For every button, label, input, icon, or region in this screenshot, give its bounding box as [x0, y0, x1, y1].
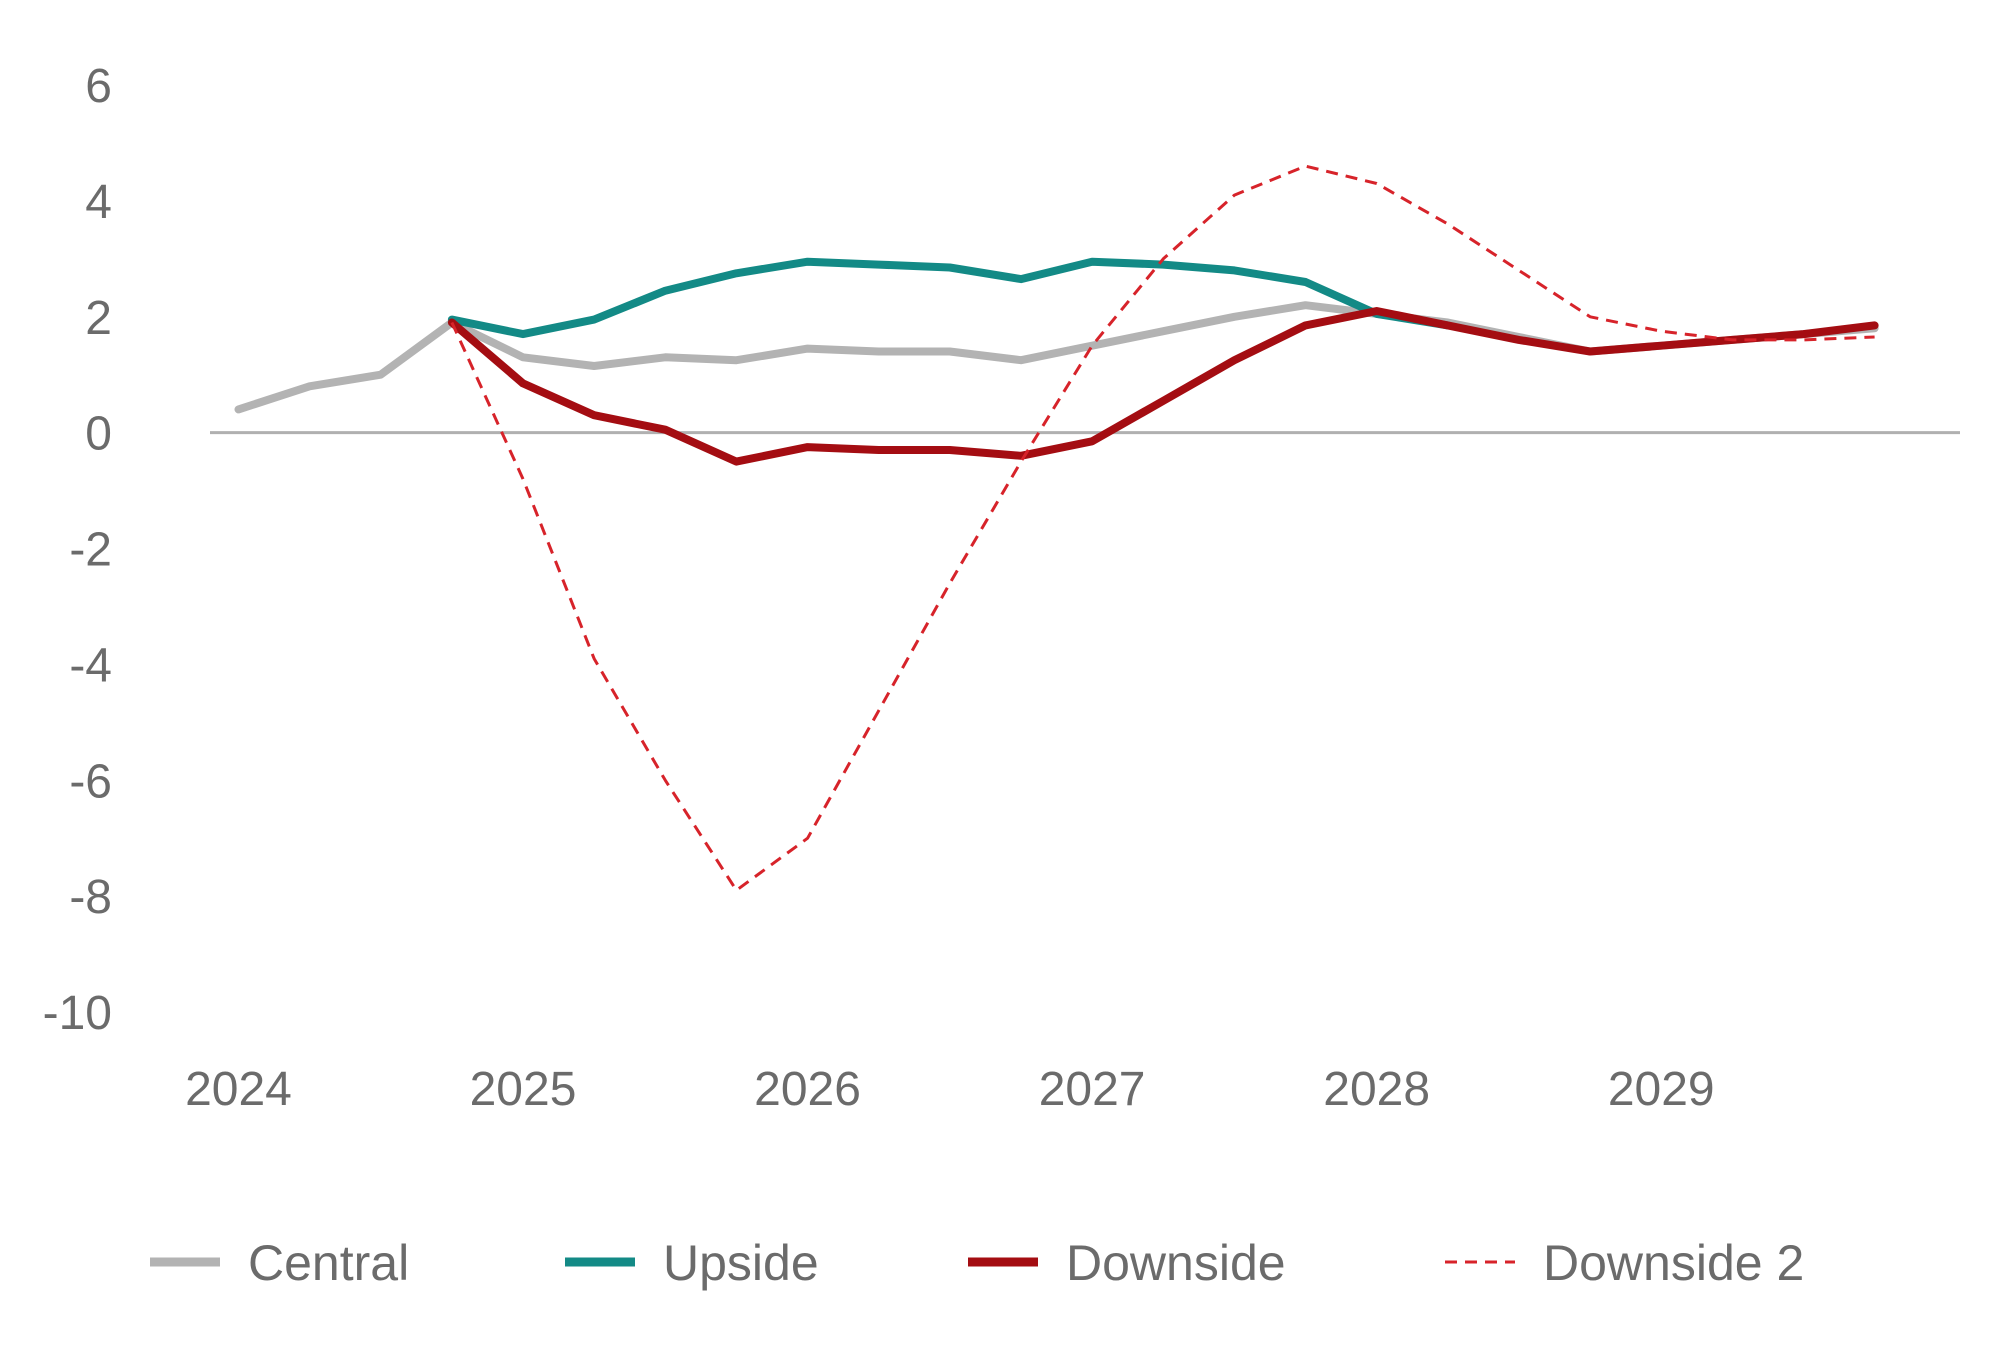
- y-tick-label: -8: [69, 871, 112, 924]
- y-tick-label: -10: [43, 987, 112, 1040]
- x-axis-ticks: 2024 2025 2026 2027 2028 2029: [185, 1063, 1715, 1116]
- x-tick-label: 2027: [1039, 1063, 1146, 1116]
- legend: Central Upside Downside Downside 2: [150, 1235, 1804, 1291]
- y-tick-label: -2: [69, 524, 112, 577]
- series-line-downside-2: [450, 164, 1875, 892]
- y-tick-label: -6: [69, 755, 112, 808]
- legend-label-central: Central: [248, 1235, 409, 1291]
- series-lines: [234, 164, 1879, 892]
- series-line-upside: [447, 257, 1452, 339]
- series-line-downside: [447, 307, 1879, 466]
- legend-label-downside: Downside: [1066, 1235, 1286, 1291]
- legend-label-downside-2: Downside 2: [1543, 1235, 1804, 1291]
- y-tick-label: 4: [85, 176, 112, 229]
- y-tick-label: 6: [85, 60, 112, 113]
- series-line-central: [234, 301, 1879, 414]
- x-tick-label: 2024: [185, 1063, 292, 1116]
- x-tick-label: 2029: [1608, 1063, 1715, 1116]
- y-axis-ticks: 6 4 2 0 -2 -4 -6 -8 -10: [43, 60, 112, 1040]
- y-tick-label: 2: [85, 292, 112, 345]
- y-tick-label: 0: [85, 408, 112, 461]
- legend-label-upside: Upside: [663, 1235, 819, 1291]
- x-tick-label: 2025: [470, 1063, 577, 1116]
- x-tick-label: 2026: [754, 1063, 861, 1116]
- y-tick-label: -4: [69, 639, 112, 692]
- x-tick-label: 2028: [1323, 1063, 1430, 1116]
